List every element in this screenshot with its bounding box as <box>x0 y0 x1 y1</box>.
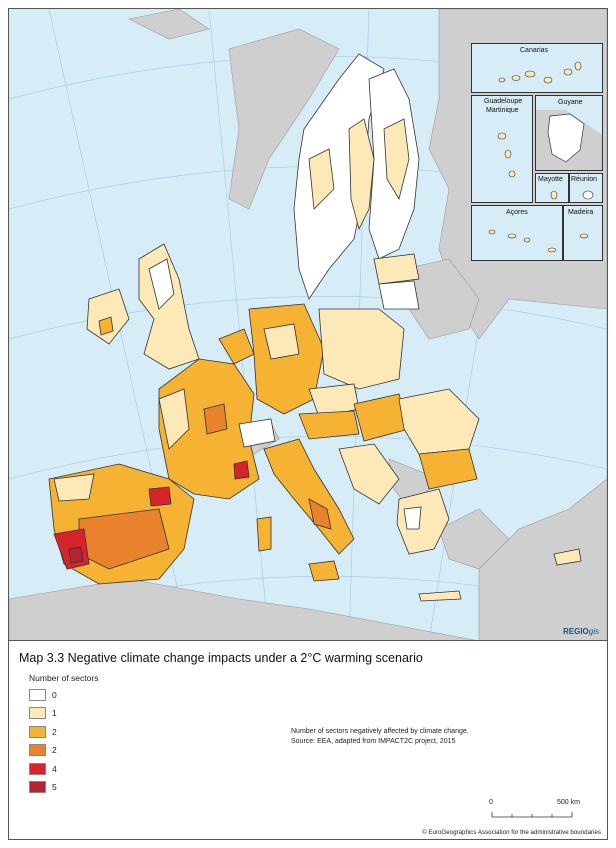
legend-item: 5 <box>29 779 57 795</box>
inset-label-acores: Açores <box>506 209 528 216</box>
inset-reunion: Réunion <box>569 173 603 203</box>
inset-label-mayotte: Mayotte <box>538 176 563 183</box>
caribbean-islands <box>497 132 516 178</box>
scale-bar: 0 500 km <box>489 799 581 821</box>
acores-islands <box>488 229 557 253</box>
inset-label-guyane: Guyane <box>558 99 583 106</box>
inset-canarias: Canarias <box>471 43 603 93</box>
inset-label-reunion: Réunion <box>571 176 598 183</box>
inset-guyane: Guyane <box>535 95 603 171</box>
map-frame: Canarias Guadeloupe Martinique <box>8 8 608 840</box>
inset-madeira: Madeira <box>563 205 603 261</box>
legend-swatch <box>29 707 46 720</box>
guyane-land <box>536 110 602 170</box>
scale-start-label: 0 <box>489 799 493 806</box>
legend-label: 5 <box>52 781 57 792</box>
note-line-2: Source: EEA, adapted from IMPACT2C proje… <box>291 738 456 745</box>
legend-title: Number of sectors <box>29 673 99 683</box>
inset-acores: Açores <box>471 205 563 261</box>
inset-mayotte: Mayotte <box>535 173 569 203</box>
legend-swatch <box>29 780 46 793</box>
legend-label: 2 <box>52 745 57 756</box>
legend-item: 1 <box>29 705 57 721</box>
legend: 0 1 2 2 4 5 <box>29 687 57 797</box>
canarias-islands <box>498 61 582 84</box>
mayotte-island <box>550 190 558 200</box>
inset-label-martinique: Martinique <box>486 107 519 114</box>
legend-item: 2 <box>29 742 57 758</box>
copyright: © EuroGeographics Association for the ad… <box>422 829 601 836</box>
legend-label: 0 <box>52 690 57 700</box>
legend-item: 0 <box>29 687 57 703</box>
reunion-island <box>582 190 594 200</box>
map-title: Map 3.3 Negative climate change impacts … <box>19 651 423 665</box>
legend-label: 1 <box>52 708 57 719</box>
inset-label-madeira: Madeira <box>568 209 594 216</box>
scale-bar-line <box>491 812 573 818</box>
regiogis-logo: REGIOgis <box>563 627 599 636</box>
legend-swatch <box>29 689 46 701</box>
legend-item: 4 <box>29 761 57 777</box>
map-note: Number of sectors negatively affected by… <box>291 727 469 747</box>
regiogis-bold: REGIO <box>562 627 589 636</box>
legend-swatch <box>29 762 46 775</box>
legend-label: 4 <box>52 763 57 774</box>
inset-label-guadeloupe: Guadeloupe <box>484 98 523 105</box>
legend-item: 2 <box>29 724 57 740</box>
madeira-island <box>579 233 589 239</box>
scale-end-label: 500 km <box>557 799 580 806</box>
note-line-1: Number of sectors negatively affected by… <box>291 728 469 735</box>
inset-guadeloupe-martinique: Guadeloupe Martinique <box>471 95 533 203</box>
inset-label-canarias: Canarias <box>520 47 549 54</box>
legend-label: 2 <box>52 726 57 737</box>
map-canvas[interactable]: Canarias Guadeloupe Martinique <box>9 9 607 641</box>
europe-map <box>9 9 607 640</box>
regiogis-italic: gis <box>588 627 599 636</box>
legend-swatch <box>29 744 46 757</box>
legend-swatch <box>29 725 46 738</box>
